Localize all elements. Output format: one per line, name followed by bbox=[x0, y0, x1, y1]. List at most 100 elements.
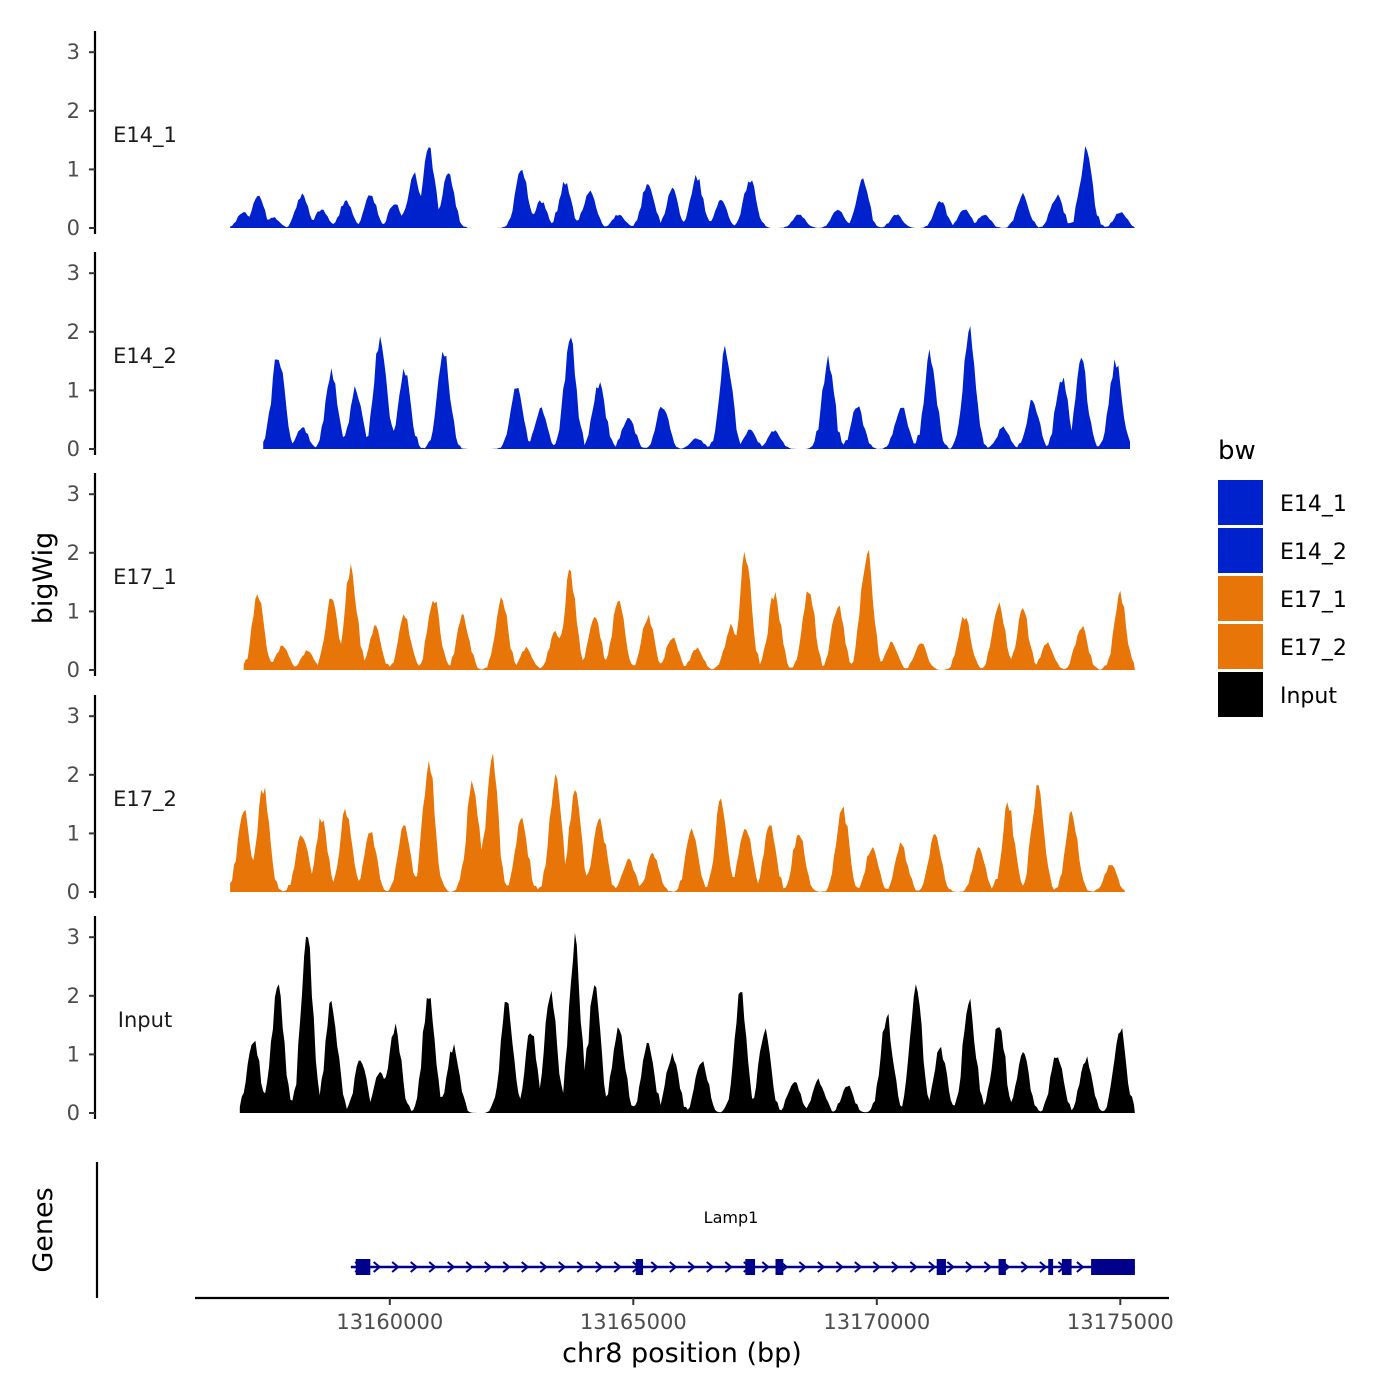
track-panel-e14-1: 0 1 2 3 E14_1 bbox=[67, 31, 1135, 240]
coverage-area-input bbox=[239, 932, 1135, 1113]
track-panel-input: 0 1 2 3 Input bbox=[67, 916, 1135, 1125]
y-tick-label: 1 bbox=[67, 157, 80, 181]
x-tick-label: 13175000 bbox=[1067, 1310, 1174, 1334]
coverage-area-e17-2 bbox=[230, 753, 1126, 892]
legend-title: bw bbox=[1218, 436, 1256, 466]
gene-exon bbox=[1048, 1259, 1054, 1275]
strand-arrow bbox=[502, 1261, 511, 1273]
y-tick-label: 2 bbox=[67, 984, 80, 1008]
y-tick-label: 3 bbox=[67, 40, 80, 64]
track-label-e17-1: E17_1 bbox=[113, 565, 177, 590]
legend-swatch-e14-2 bbox=[1218, 528, 1263, 573]
strand-arrow bbox=[983, 1261, 992, 1273]
strand-arrow bbox=[761, 1261, 770, 1273]
gene-exon bbox=[1061, 1259, 1072, 1275]
strand-arrow bbox=[410, 1261, 419, 1273]
gene-exon bbox=[355, 1259, 371, 1275]
legend-label-e17-2: E17_2 bbox=[1280, 636, 1347, 661]
y-tick-label: 2 bbox=[67, 99, 80, 123]
strand-arrow bbox=[687, 1261, 696, 1273]
strand-arrow bbox=[835, 1261, 844, 1273]
legend-label-e14-1: E14_1 bbox=[1280, 492, 1347, 517]
y-tick-label: 1 bbox=[67, 599, 80, 623]
strand-arrow bbox=[724, 1261, 733, 1273]
x-axis-title: chr8 position (bp) bbox=[562, 1338, 802, 1369]
y-tick-label: 2 bbox=[67, 763, 80, 787]
legend-label-e17-1: E17_1 bbox=[1280, 588, 1347, 613]
strand-arrow bbox=[706, 1261, 715, 1273]
track-panel-e17-2: 0 1 2 3 E17_2 bbox=[67, 695, 1126, 904]
legend-swatch-e17-2 bbox=[1218, 624, 1263, 669]
track-panel-e17-1: 0 1 2 3 E17_1 bbox=[67, 473, 1135, 682]
legend-swatch-e14-1 bbox=[1218, 480, 1263, 525]
legend: bw E14_1 E14_2 E17_1 E17_2 Input bbox=[1218, 436, 1347, 717]
y-tick-label: 3 bbox=[67, 704, 80, 728]
gene-exon bbox=[745, 1259, 756, 1275]
strand-arrow bbox=[650, 1261, 659, 1273]
x-tick-label: 13160000 bbox=[336, 1310, 443, 1334]
strand-arrow bbox=[872, 1261, 881, 1273]
strand-arrow bbox=[539, 1261, 548, 1273]
legend-label-input: Input bbox=[1280, 684, 1337, 709]
gene-track: Genes Lamp1 bbox=[28, 1162, 1135, 1298]
y-tick-label: 0 bbox=[67, 216, 80, 240]
gene-track-title: Genes bbox=[28, 1187, 59, 1272]
strand-arrow bbox=[558, 1261, 567, 1273]
y-tick-label: 3 bbox=[67, 482, 80, 506]
strand-arrow bbox=[817, 1261, 826, 1273]
y-tick-label: 0 bbox=[67, 437, 80, 461]
y-tick-label: 1 bbox=[67, 1042, 80, 1066]
strand-arrow bbox=[576, 1261, 585, 1273]
gene-exon bbox=[635, 1259, 644, 1275]
gene-exon bbox=[775, 1259, 784, 1275]
gene-exon bbox=[998, 1259, 1006, 1275]
y-axis-title: bigWig bbox=[28, 532, 59, 625]
y-tick-label: 0 bbox=[67, 658, 80, 682]
strand-arrow bbox=[946, 1261, 955, 1273]
gene-name-label: Lamp1 bbox=[704, 1208, 759, 1227]
coverage-area-e14-1 bbox=[230, 146, 1135, 228]
track-label-e17-2: E17_2 bbox=[113, 787, 177, 812]
legend-swatch-input bbox=[1218, 672, 1263, 717]
x-tick-label: 13170000 bbox=[823, 1310, 930, 1334]
strand-arrow bbox=[928, 1261, 937, 1273]
coverage-area-e14-2 bbox=[263, 326, 1130, 449]
strand-arrow bbox=[965, 1261, 974, 1273]
y-tick-label: 1 bbox=[67, 821, 80, 845]
strand-arrow bbox=[521, 1261, 530, 1273]
strand-arrow bbox=[373, 1261, 382, 1273]
legend-swatch-e17-1 bbox=[1218, 576, 1263, 621]
x-axis: 13160000 13165000 13170000 13175000 chr8 po… bbox=[195, 1296, 1174, 1369]
y-tick-label: 3 bbox=[67, 261, 80, 285]
track-label-e14-1: E14_1 bbox=[113, 123, 177, 148]
y-tick-label: 0 bbox=[67, 880, 80, 904]
strand-arrow bbox=[447, 1261, 456, 1273]
coverage-area-e17-1 bbox=[243, 549, 1135, 670]
x-tick-label: 13165000 bbox=[580, 1310, 687, 1334]
strand-arrow bbox=[798, 1261, 807, 1273]
track-label-e14-2: E14_2 bbox=[113, 344, 177, 369]
y-tick-label: 2 bbox=[67, 541, 80, 565]
track-panel-e14-2: 0 1 2 3 E14_2 bbox=[67, 252, 1130, 461]
gene-exon bbox=[936, 1259, 946, 1275]
track-panels: 0 1 2 3 E14_1 0 1 2 3 E14_2 0 1 2 3 E17_1 0 1 2 3 E17_2 0 1 2 3… bbox=[67, 31, 1135, 1125]
strand-arrow bbox=[909, 1261, 918, 1273]
strand-arrow bbox=[1039, 1261, 1048, 1273]
y-tick-label: 0 bbox=[67, 1101, 80, 1125]
strand-arrow bbox=[391, 1261, 400, 1273]
gene-model bbox=[350, 1259, 1135, 1275]
strand-arrow bbox=[891, 1261, 900, 1273]
strand-arrow bbox=[1076, 1261, 1085, 1273]
strand-arrow bbox=[1020, 1261, 1029, 1273]
y-tick-label: 2 bbox=[67, 320, 80, 344]
strand-arrow bbox=[613, 1261, 622, 1273]
track-label-input: Input bbox=[118, 1008, 172, 1032]
strand-arrow bbox=[465, 1261, 474, 1273]
strand-arrow bbox=[484, 1261, 493, 1273]
strand-arrow bbox=[595, 1261, 604, 1273]
strand-arrow bbox=[854, 1261, 863, 1273]
legend-label-e14-2: E14_2 bbox=[1280, 540, 1347, 565]
y-tick-label: 3 bbox=[67, 925, 80, 949]
gene-exon bbox=[1091, 1259, 1135, 1275]
